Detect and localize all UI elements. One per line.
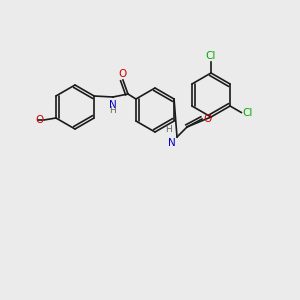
Text: Cl: Cl bbox=[242, 107, 253, 118]
Text: H: H bbox=[165, 125, 172, 134]
Text: N: N bbox=[109, 100, 117, 110]
Text: Cl: Cl bbox=[206, 51, 216, 61]
Text: H: H bbox=[110, 106, 116, 115]
Text: O: O bbox=[203, 114, 211, 124]
Text: N: N bbox=[168, 138, 176, 148]
Text: O: O bbox=[119, 69, 127, 79]
Text: O: O bbox=[36, 115, 44, 125]
